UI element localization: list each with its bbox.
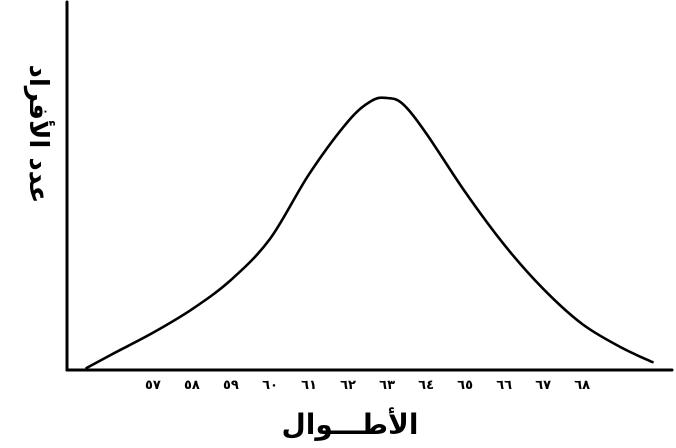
- x-tick-label: ٦٨: [574, 378, 590, 393]
- x-axis-title: الأطـــوال: [282, 407, 419, 441]
- y-axis-title: عدد الأفراد: [23, 65, 55, 204]
- curve-series: [85, 96, 654, 370]
- x-tick-label: ٥٧: [145, 378, 161, 393]
- x-tick-label: ٦٠: [262, 378, 278, 393]
- x-tick-label: ٦٦: [496, 378, 512, 393]
- x-tick-label: ٦٢: [340, 378, 356, 393]
- x-tick-label: ٦٣: [379, 378, 395, 393]
- x-tick-label: ٦٤: [418, 378, 434, 393]
- x-tick-label: ٥٨: [184, 378, 200, 393]
- x-tick-label: ٥٩: [223, 378, 239, 393]
- x-tick-label: ٦٧: [535, 378, 551, 393]
- x-tick-label: ٦١: [301, 378, 317, 393]
- x-tick-label: ٦٥: [457, 378, 473, 393]
- x-tick-labels: ٥٧ ٥٨ ٥٩ ٦٠ ٦١ ٦٢ ٦٣ ٦٤ ٦٥ ٦٦ ٦٧ ٦٨: [145, 378, 590, 393]
